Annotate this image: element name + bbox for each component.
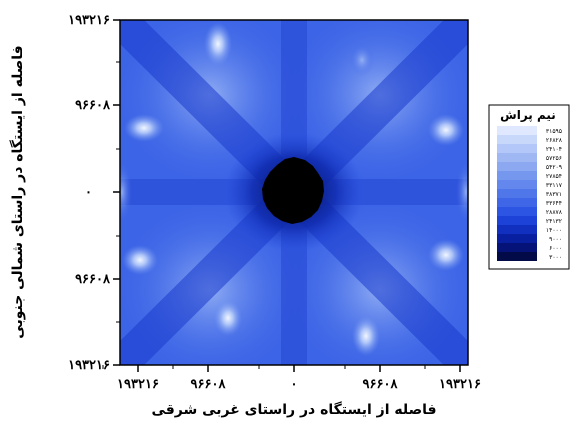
x-axis-tick-labels: ۱۹۳۲۱۶ ۹۶۶۰۸ ۰ ۹۶۶۰۸ ۱۹۳۲۱۶ bbox=[117, 377, 481, 392]
x-axis-title: فاصله از ایستگاه در راستای غربی شرقی bbox=[151, 401, 436, 418]
heatmap-peak bbox=[428, 239, 464, 271]
legend-swatch bbox=[497, 135, 537, 144]
legend-title: نیم پراش bbox=[500, 108, 556, 122]
legend-swatch bbox=[497, 144, 537, 153]
legend-swatch bbox=[497, 189, 537, 198]
heatmap-blobs bbox=[120, 22, 468, 356]
legend-items: ۳۱۵۹۵ ۲۶۸۲۸ ۲۴۱۰۴ ۵۷۲۵۶ ۵۴۲۰۹ ۲۷۸۵۴ ۳۳۱۱۷ ۳۸۳۷۱… bbox=[497, 126, 563, 261]
heatmap-peak bbox=[214, 300, 242, 336]
heatmap-plot-area bbox=[120, 20, 468, 365]
legend-label: ۳۸۳۷۱ bbox=[546, 191, 562, 198]
y-axis-tick-labels: ۱۹۳۲۱۶ ۹۶۶۰۸ ۰ ۹۶۶۰۸ ۱۹۳۲۱۶ bbox=[68, 13, 111, 373]
y-tick-label: ۹۶۶۰۸ bbox=[75, 98, 111, 113]
x-tick-label: ۹۶۶۰۸ bbox=[363, 377, 399, 392]
heatmap-center-minimum bbox=[262, 157, 324, 224]
legend-label: ۳۳۶۴۴ bbox=[546, 200, 562, 207]
legend-swatch bbox=[497, 216, 537, 225]
x-tick-label: ۰ bbox=[291, 377, 298, 392]
legend-label: ۳۳۱۱۷ bbox=[546, 182, 563, 189]
heatmap-peak bbox=[352, 316, 380, 356]
legend-swatch bbox=[497, 225, 537, 234]
legend-swatch bbox=[497, 153, 537, 162]
y-axis-title: فاصله از ایستگاه در راستای شمالی جنوبی bbox=[9, 45, 26, 338]
legend-label: ۲۴۱۳۲ bbox=[546, 218, 562, 225]
legend-label: ۲۸۸۷۸ bbox=[546, 209, 563, 216]
legend-label: ۵۷۲۵۶ bbox=[546, 155, 562, 162]
x-tick-label: ۹۶۶۰۸ bbox=[191, 377, 227, 392]
y-tick-label: ۱۹۳۲۱۶ bbox=[68, 13, 110, 28]
legend-swatch bbox=[497, 252, 537, 261]
legend-swatch bbox=[497, 171, 537, 180]
x-tick-label: ۱۹۳۲۱۶ bbox=[117, 377, 159, 392]
legend-label: ۵۴۲۰۹ bbox=[546, 164, 562, 171]
legend-label: ۳۱۵۹۵ bbox=[546, 128, 562, 135]
axis-ticks bbox=[102, 19, 461, 372]
heatmap-peak bbox=[350, 44, 374, 76]
y-tick-label: ۱۹۳۲۱۶ bbox=[68, 358, 110, 373]
legend-label: ۲۶۸۲۸ bbox=[546, 137, 563, 144]
legend-label: ۱۴۰۰۰ bbox=[546, 227, 562, 234]
legend: نیم پراش ۳۱۵۹۵۲۶۸۲۸۲۴۱۰۴۵۷۲۵۶۵۴۲۰۹۲۷۸۵۴۳… bbox=[488, 104, 570, 270]
y-tick-label: ۹۶۶۰۸ bbox=[75, 272, 111, 287]
legend-swatch bbox=[497, 207, 537, 216]
legend-label: ۳۰۰۰ bbox=[549, 254, 562, 261]
legend-swatch bbox=[497, 234, 537, 243]
legend-swatch bbox=[497, 198, 537, 207]
heatmap-peak bbox=[456, 162, 468, 222]
legend-label: ۹۰۰۰ bbox=[549, 236, 562, 243]
legend-label: ۶۰۰۰ bbox=[549, 245, 562, 252]
legend-swatch bbox=[497, 243, 537, 252]
legend-label: ۲۴۱۰۴ bbox=[546, 146, 562, 153]
y-tick-label: ۰ bbox=[85, 185, 92, 200]
heatmap-peak bbox=[204, 22, 232, 66]
legend-swatch bbox=[497, 126, 537, 135]
heatmap-peak bbox=[120, 162, 132, 222]
heatmap-peak bbox=[428, 114, 464, 146]
legend-swatch bbox=[497, 180, 537, 189]
heatmap-peak bbox=[122, 245, 158, 275]
legend-label: ۲۷۸۵۴ bbox=[546, 173, 562, 180]
x-tick-label: ۱۹۳۲۱۶ bbox=[439, 377, 481, 392]
heatmap-peak bbox=[124, 114, 164, 142]
legend-swatch bbox=[497, 162, 537, 171]
